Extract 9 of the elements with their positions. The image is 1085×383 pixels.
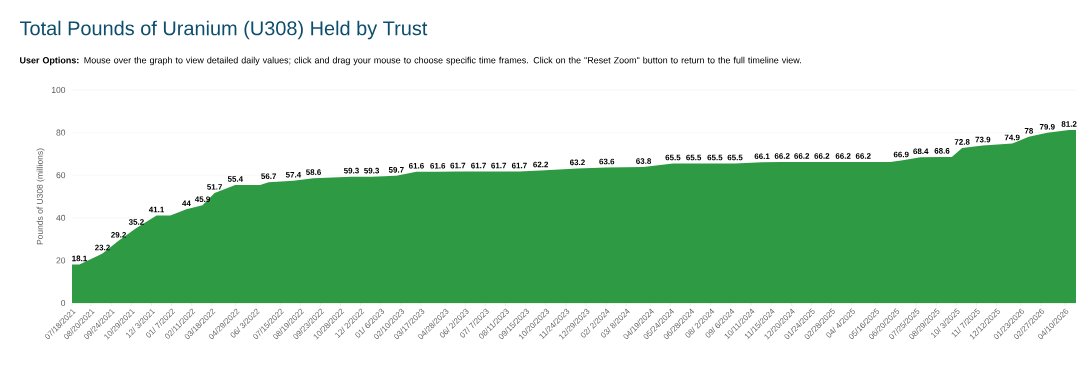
y-tick-label: 20 — [56, 257, 66, 264]
y-tick-label: 100 — [51, 87, 66, 93]
chart-subtitle: User Options: Mouse over the graph to view detailed daily values; click and drag your mouse to choose specific time frames. Click on the "Reset Zoom" button to return to the full timeline view. — [20, 56, 801, 66]
y-tick-label: 40 — [56, 214, 66, 221]
y-tick-label: 0 — [61, 300, 66, 306]
y-tick-label: 80 — [56, 129, 66, 136]
y-axis-title: Pounds of U308 (millions) — [36, 148, 45, 245]
y-tick-label: 60 — [56, 172, 66, 179]
chart-title: Total Pounds of Uranium (U308) Held by Trust — [19, 20, 428, 40]
